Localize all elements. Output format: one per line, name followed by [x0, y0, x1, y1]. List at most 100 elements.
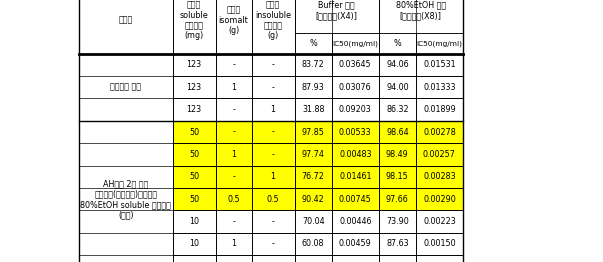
Bar [251, 99, 294, 121]
Bar [379, 233, 416, 255]
Bar [172, 121, 216, 143]
Bar [251, 188, 294, 210]
Text: 123: 123 [186, 60, 201, 69]
Bar [251, 233, 294, 255]
Text: -: - [232, 172, 235, 181]
Bar [294, 233, 332, 255]
Bar [294, 99, 332, 121]
Bar [416, 121, 463, 143]
Bar [294, 76, 332, 99]
Bar [379, 255, 416, 262]
Bar [172, 255, 216, 262]
Bar [251, 143, 294, 166]
Bar [332, 121, 379, 143]
Text: -: - [232, 60, 235, 69]
Bar [251, 210, 294, 233]
Bar [416, 188, 463, 210]
Bar [216, 76, 251, 99]
Text: 0.00446: 0.00446 [339, 217, 371, 226]
Bar [379, 188, 416, 210]
Bar [332, 34, 379, 54]
Text: 70.04: 70.04 [302, 217, 324, 226]
Bar [216, 188, 251, 210]
Text: 0.03076: 0.03076 [339, 83, 371, 92]
Bar [216, 233, 251, 255]
Text: 86.32: 86.32 [386, 105, 409, 114]
Text: -: - [271, 128, 274, 137]
Text: 10: 10 [189, 217, 199, 226]
Text: 1: 1 [231, 239, 236, 248]
Text: 0.01531: 0.01531 [423, 60, 456, 69]
Bar [332, 166, 379, 188]
Text: 123: 123 [186, 105, 201, 114]
Bar [216, 54, 251, 76]
Bar [416, 166, 463, 188]
Text: 76.72: 76.72 [302, 172, 324, 181]
Bar [379, 143, 416, 166]
Text: 80%EtOH 용해
[희석배수(X8)]: 80%EtOH 용해 [희석배수(X8)] [396, 1, 446, 20]
Bar [216, 99, 251, 121]
Text: 부형제
isomalt
(g): 부형제 isomalt (g) [219, 6, 248, 35]
Bar [379, 121, 416, 143]
Bar [79, 0, 172, 54]
Text: %: % [394, 39, 401, 48]
Bar [416, 233, 463, 255]
Text: 0.00533: 0.00533 [339, 128, 371, 137]
Bar [379, 0, 463, 34]
Text: 98.15: 98.15 [386, 172, 409, 181]
Text: 에탄올
soluble
분획분말
(mg): 에탄올 soluble 분획분말 (mg) [180, 0, 209, 40]
Text: 50: 50 [189, 150, 199, 159]
Text: 97.85: 97.85 [302, 128, 324, 137]
Text: IC50(mg/ml): IC50(mg/ml) [332, 40, 378, 47]
Bar [216, 210, 251, 233]
Bar [216, 255, 251, 262]
Text: 123: 123 [186, 83, 201, 92]
Text: 0.00290: 0.00290 [423, 195, 456, 204]
Bar [332, 143, 379, 166]
Bar [294, 210, 332, 233]
Bar [416, 255, 463, 262]
Bar [332, 54, 379, 76]
Bar [251, 121, 294, 143]
Text: 83.72: 83.72 [302, 60, 324, 69]
Bar [79, 54, 172, 121]
Text: 10: 10 [189, 239, 199, 248]
Text: -: - [232, 217, 235, 226]
Bar [416, 210, 463, 233]
Text: 0.01899: 0.01899 [423, 105, 456, 114]
Text: -: - [271, 83, 274, 92]
Text: 구아바잎 원물: 구아바잎 원물 [110, 83, 141, 92]
Text: 94.06: 94.06 [386, 60, 409, 69]
Bar [251, 54, 294, 76]
Bar [416, 34, 463, 54]
Text: 60.08: 60.08 [302, 239, 324, 248]
Bar [251, 166, 294, 188]
Text: 31.88: 31.88 [302, 105, 324, 114]
Text: AH농장 2차 수수
발아수수(표고균사)발효산물
80%EtOH soluble 분획분말
(공장): AH농장 2차 수수 발아수수(표고균사)발효산물 80%EtOH solubl… [80, 179, 171, 219]
Text: 0.00745: 0.00745 [339, 195, 371, 204]
Bar [379, 99, 416, 121]
Bar [379, 166, 416, 188]
Text: 50: 50 [189, 172, 199, 181]
Text: 0.03645: 0.03645 [339, 60, 371, 69]
Bar [416, 54, 463, 76]
Text: 1: 1 [271, 105, 276, 114]
Text: IC50(mg/ml): IC50(mg/ml) [417, 40, 463, 47]
Text: 에탄올
insoluble
분획분말
(g): 에탄올 insoluble 분획분말 (g) [255, 0, 291, 40]
Text: 94.00: 94.00 [386, 83, 409, 92]
Text: 50: 50 [189, 195, 199, 204]
Bar [216, 121, 251, 143]
Bar [172, 143, 216, 166]
Bar [172, 210, 216, 233]
Text: Buffer 용해
[희석배수(X4)]: Buffer 용해 [희석배수(X4)] [315, 1, 358, 20]
Text: 0.01461: 0.01461 [339, 172, 371, 181]
Bar [294, 188, 332, 210]
Bar [294, 121, 332, 143]
Text: 1: 1 [231, 83, 236, 92]
Bar [216, 0, 251, 54]
Bar [172, 188, 216, 210]
Text: 0.01333: 0.01333 [423, 83, 456, 92]
Text: 0.00257: 0.00257 [423, 150, 456, 159]
Bar [332, 188, 379, 210]
Bar [216, 143, 251, 166]
